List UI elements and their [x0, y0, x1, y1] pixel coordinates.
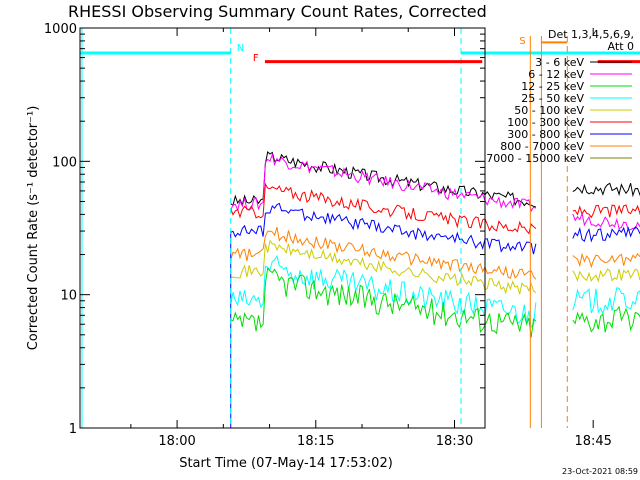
- series-4-segment-0: [230, 239, 537, 295]
- series-7-segment-1: [572, 252, 640, 269]
- series-3-segment-1: [572, 287, 640, 315]
- x-tick-label-3: 18:45: [574, 434, 611, 449]
- chart-title: RHESSI Observing Summary Count Rates, Co…: [68, 2, 487, 21]
- legend-label-6: 300 - 800 keV: [507, 128, 584, 141]
- legend-header-line-1: Det 1,3,4,5,6,9,: [548, 28, 634, 41]
- plot-frame: [79, 27, 486, 429]
- legend-header-line-2: Att 0: [608, 40, 634, 53]
- series-5-segment-0: [230, 182, 537, 235]
- y-tick-label-1: 10: [60, 289, 77, 304]
- y-axis: 1 10 100 1000: [44, 22, 485, 437]
- legend-label-8: 7000 - 15000 keV: [486, 152, 584, 165]
- series-1-segment-1: [572, 211, 640, 231]
- x-tick-label-2: 18:30: [436, 434, 473, 449]
- legend-label-5: 100 - 300 keV: [507, 116, 584, 129]
- y-tick-label-3: 1000: [44, 22, 77, 37]
- x-tick-label-0: 18:00: [158, 434, 195, 449]
- y-axis-label: Corrected Count Rate (s⁻¹ detector⁻¹): [26, 106, 41, 351]
- series-6-segment-1: [572, 226, 640, 243]
- legend-label-0: 3 - 6 keV: [535, 56, 584, 69]
- series-2-segment-1: [572, 305, 640, 333]
- segment-label-n: N: [237, 43, 244, 54]
- series-0-segment-1: [572, 182, 640, 198]
- segment-label-f: F: [253, 53, 259, 64]
- plot-area: NF S: [79, 27, 640, 429]
- series-4-segment-1: [572, 268, 640, 283]
- x-tick-label-1: 18:15: [297, 434, 334, 449]
- legend-label-4: 50 - 100 keV: [514, 104, 584, 117]
- timestamp: 23-Oct-2021 08:59: [562, 467, 638, 476]
- legend-label-7: 800 - 7000 keV: [500, 140, 584, 153]
- x-axis-label: Start Time (07-May-14 17:53:02): [179, 456, 393, 471]
- data-lines: [230, 151, 640, 428]
- series-7-segment-0: [230, 226, 537, 280]
- series-5-segment-1: [572, 204, 640, 219]
- legend-label-1: 6 - 12 keV: [528, 68, 584, 81]
- legend-label-3: 25 - 50 keV: [521, 92, 584, 105]
- legend-label-2: 12 - 25 keV: [521, 80, 584, 93]
- segment-label-s: S: [519, 36, 525, 47]
- y-tick-label-0: 1: [69, 422, 77, 437]
- y-tick-label-2: 100: [52, 155, 77, 170]
